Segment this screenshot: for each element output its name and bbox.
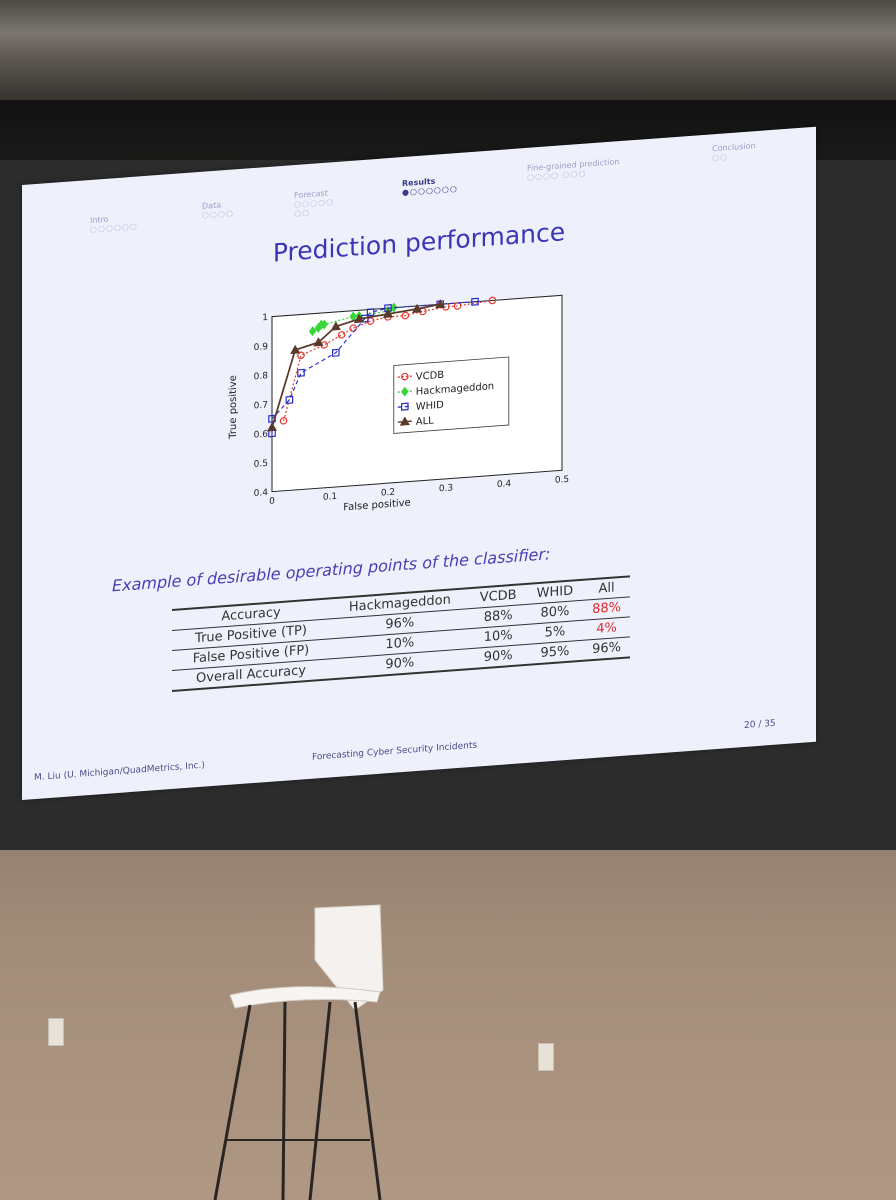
nav-section-fine-grained: Fine-grained prediction ○○○○ ○○○ (527, 156, 637, 182)
series-line (312, 307, 395, 332)
series-line (271, 303, 441, 428)
y-tick-label: 0.7 (254, 400, 268, 411)
wall-outlet (538, 1043, 554, 1071)
nav-section-data: Data ○○○○ (202, 199, 234, 219)
x-axis-label: False positive (343, 497, 410, 513)
table-cell: 96% (592, 640, 622, 658)
nav-section-results: Results ●○○○○○○ (402, 175, 458, 197)
nav-section-forecast: Forecast ○○○○○ ○○ (294, 187, 344, 218)
stool-seat (229, 986, 381, 1009)
data-point (279, 416, 288, 425)
x-tick-label: 0.3 (439, 483, 453, 494)
data-point (382, 308, 394, 319)
data-point (290, 344, 301, 355)
y-tick-label: 0.8 (254, 371, 269, 382)
y-tick-label: 0.9 (254, 342, 269, 353)
data-point (353, 313, 365, 324)
data-point (471, 297, 479, 306)
nav-progress-dots: ○○○○○ ○○ (294, 197, 334, 219)
series-line (271, 301, 475, 434)
x-tick-label: 0.4 (497, 479, 512, 490)
slide: Intro ○○○○○○ Data ○○○○ Forecast ○○○○○ ○○… (22, 126, 816, 801)
x-tick-label: 0.1 (323, 492, 337, 503)
data-point (401, 402, 409, 411)
roc-chart: 0 0.1 0.2 0.3 0.4 0.5 0.4 0.5 0.6 0.7 0.8 0.9 1 False… (222, 284, 582, 530)
wall-outlet (48, 1018, 64, 1046)
data-point (308, 326, 317, 337)
table-cell: 95% (540, 643, 570, 661)
data-point (401, 311, 410, 320)
y-tick-label: 0.4 (254, 488, 269, 499)
operating-points-table: Accuracy Hackmageddon VCDB WHID All True… (172, 575, 630, 692)
data-point (330, 321, 341, 331)
x-tick-label: 0.2 (381, 488, 395, 499)
data-point (411, 303, 423, 313)
legend-label: WHID (416, 400, 444, 413)
nav-section-intro: Intro ○○○○○○ (90, 212, 138, 234)
y-tick-label: 1 (262, 313, 268, 323)
ceiling (0, 0, 896, 110)
stool-legs (213, 1001, 382, 1200)
data-point (401, 372, 409, 381)
data-point (366, 308, 375, 317)
legend-box (393, 356, 510, 434)
legend-label: VCDB (416, 370, 444, 383)
x-tick-label: 0 (269, 496, 275, 506)
x-tick-label: 0.5 (555, 475, 569, 486)
data-point (320, 319, 329, 330)
data-point (266, 422, 278, 432)
y-tick-label: 0.5 (254, 459, 268, 470)
nav-progress-dots: ○○○○ (202, 208, 234, 220)
data-point (488, 296, 497, 305)
y-axis-label: True positive (228, 375, 239, 440)
data-point (331, 348, 340, 357)
footer-talk-title: Forecasting Cyber Security Incidents (312, 740, 478, 763)
series-line (283, 299, 493, 421)
stool (213, 904, 384, 1200)
data-point (337, 331, 346, 339)
data-point (400, 386, 409, 397)
data-point (285, 395, 294, 405)
legend-label: ALL (416, 415, 434, 427)
y-tick-label: 0.6 (254, 430, 269, 441)
roc-chart-svg: 0 0.1 0.2 0.3 0.4 0.5 0.4 0.5 0.6 0.7 0.8 0.9 1 False… (228, 294, 569, 513)
footer-author: M. Liu (U. Michigan/QuadMetrics, Inc.) (34, 760, 205, 784)
lower-wall (0, 840, 896, 1200)
data-point (313, 337, 324, 347)
data-point (399, 416, 410, 426)
data-point (297, 368, 305, 377)
nav-section-conclusion: Conclusion ○○ (712, 141, 756, 162)
footer-page-number: 20 / 35 (744, 718, 776, 731)
table-cell: 90% (483, 647, 513, 666)
data-point (297, 351, 305, 360)
nav-progress-dots: ○○ (712, 152, 728, 163)
data-point (435, 299, 446, 309)
